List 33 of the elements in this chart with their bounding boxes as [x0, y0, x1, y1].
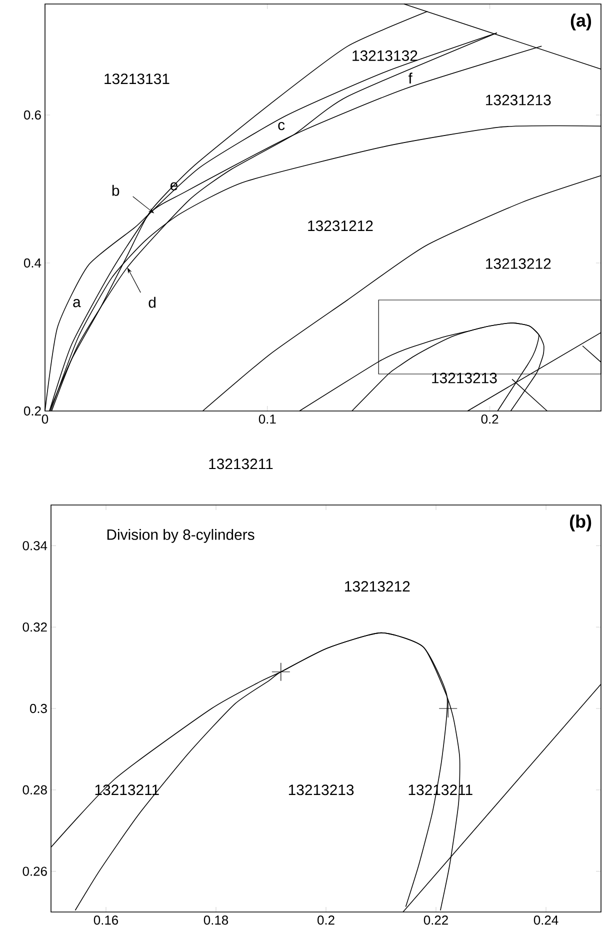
y-tick-label: 0.4 — [24, 258, 42, 268]
y-tick-label: 0.6 — [24, 110, 41, 120]
annotation: 13213132 — [352, 50, 418, 61]
annotation: 13213212 — [345, 581, 410, 592]
x-tick-label: 0 — [42, 414, 48, 424]
x-tick-label: 0.22 — [424, 916, 448, 925]
annotation: 13213131 — [104, 74, 170, 84]
annotation: a — [73, 299, 81, 308]
y-tick-label: 0.28 — [22, 785, 47, 794]
annotation: 13213213 — [432, 372, 497, 384]
annotation: f — [408, 72, 412, 84]
annotation: 13231212 — [308, 220, 373, 232]
annotation: 13213212 — [486, 258, 551, 269]
y-tick-label: 0.32 — [22, 622, 47, 632]
annotation: 13213213 — [288, 784, 354, 796]
x-tick-label: 0.1 — [258, 414, 276, 424]
y-tick-label: 0.34 — [22, 541, 48, 550]
x-tick-label: 0.2 — [318, 916, 334, 925]
x-tick-label: 0.16 — [94, 916, 118, 925]
text: (b) — [570, 514, 592, 532]
annotation: d — [148, 296, 156, 308]
annotation: 13231213 — [486, 94, 551, 106]
annotation: c — [278, 122, 285, 130]
y-tick-label: 0.2 — [24, 406, 41, 416]
text: 13213211 — [209, 458, 273, 470]
x-tick-label: 0.2 — [481, 414, 498, 424]
y-tick-label: 0.26 — [22, 866, 47, 876]
y-tick-label: 0.3 — [30, 704, 47, 714]
x-tick-label: 0.18 — [204, 916, 228, 925]
text: (a) — [570, 14, 592, 30]
text: Division by 8-cylinders — [107, 528, 254, 543]
annotation: b — [112, 184, 120, 196]
x-tick-label: 0.24 — [534, 916, 558, 925]
